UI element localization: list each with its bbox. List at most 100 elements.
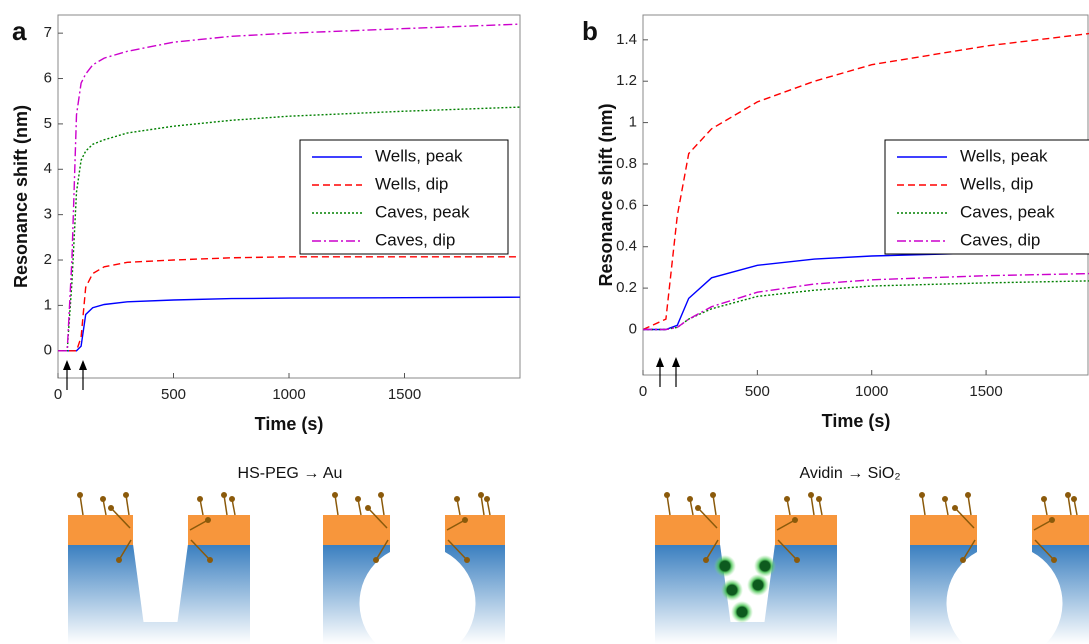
y-axis-label: Resonance shift (nm) bbox=[11, 105, 31, 288]
gold-layer bbox=[1032, 515, 1089, 545]
molecule bbox=[776, 519, 796, 531]
x-axis-label: Time (s) bbox=[255, 414, 324, 434]
molecule bbox=[446, 519, 466, 531]
molecule bbox=[367, 507, 388, 529]
x-tick-label: 0 bbox=[54, 386, 62, 403]
series-line bbox=[58, 296, 520, 352]
molecule-head bbox=[942, 496, 948, 502]
y-tick-label: 5 bbox=[44, 115, 52, 132]
molecule bbox=[954, 507, 975, 529]
y-tick-label: 0.6 bbox=[616, 196, 637, 213]
molecule bbox=[118, 539, 132, 561]
x-tick-label: 1000 bbox=[855, 383, 888, 400]
x-tick-label: 1500 bbox=[388, 386, 421, 403]
avidin bbox=[714, 555, 736, 577]
molecule bbox=[1067, 494, 1072, 516]
y-tick-label: 6 bbox=[44, 69, 52, 86]
y-axis-label: Resonance shift (nm) bbox=[596, 103, 616, 286]
well bbox=[133, 544, 188, 622]
legend-label: Wells, dip bbox=[375, 174, 448, 193]
molecule bbox=[223, 494, 228, 516]
series-line bbox=[643, 280, 1089, 331]
molecule-head bbox=[355, 496, 361, 502]
arrow-head bbox=[672, 357, 680, 367]
arrow-head bbox=[63, 360, 71, 370]
x-tick-label: 1000 bbox=[272, 386, 305, 403]
gold-layer bbox=[68, 515, 133, 545]
avidin bbox=[731, 601, 753, 623]
cave bbox=[359, 544, 476, 644]
molecule bbox=[777, 539, 798, 561]
series-line bbox=[643, 272, 1089, 331]
molecule-head bbox=[100, 496, 106, 502]
diagram-label: HS-PEG → Au bbox=[238, 465, 343, 482]
molecule bbox=[697, 507, 718, 529]
molecule-head bbox=[1071, 496, 1077, 502]
molecule-head bbox=[1051, 557, 1057, 563]
molecule-head bbox=[664, 492, 670, 498]
x-tick-label: 500 bbox=[161, 386, 186, 403]
molecule-head bbox=[462, 517, 468, 523]
molecule-head bbox=[108, 505, 114, 511]
molecule bbox=[967, 494, 972, 516]
y-tick-label: 0.2 bbox=[616, 279, 637, 296]
molecule bbox=[189, 519, 209, 531]
y-tick-label: 1 bbox=[44, 296, 52, 313]
legend-label: Caves, peak bbox=[960, 202, 1055, 221]
molecule-head bbox=[1065, 492, 1071, 498]
y-tick-label: 0.4 bbox=[616, 238, 637, 255]
molecule-head bbox=[695, 505, 701, 511]
legend-label: Caves, dip bbox=[960, 230, 1040, 249]
gold-layer bbox=[188, 515, 250, 545]
molecule bbox=[480, 494, 485, 516]
molecule bbox=[962, 539, 976, 561]
y-tick-label: 1.2 bbox=[616, 72, 637, 89]
legend-label: Wells, dip bbox=[960, 174, 1033, 193]
gold-layer bbox=[445, 515, 505, 545]
gold-layer bbox=[775, 515, 837, 545]
molecule-head bbox=[373, 557, 379, 563]
molecule-head bbox=[960, 557, 966, 563]
molecule bbox=[375, 539, 389, 561]
y-tick-label: 0 bbox=[44, 342, 52, 359]
x-tick-label: 1500 bbox=[969, 383, 1002, 400]
molecule bbox=[810, 494, 815, 516]
molecule-head bbox=[965, 492, 971, 498]
molecule-head bbox=[77, 492, 83, 498]
legend-label: Wells, peak bbox=[960, 146, 1048, 165]
molecule bbox=[921, 494, 926, 516]
molecule-head bbox=[221, 492, 227, 498]
molecule-head bbox=[478, 492, 484, 498]
molecule bbox=[1033, 519, 1053, 531]
molecule-head bbox=[952, 505, 958, 511]
molecule-head bbox=[816, 496, 822, 502]
molecule bbox=[79, 494, 84, 516]
molecule-head bbox=[464, 557, 470, 563]
y-tick-label: 0 bbox=[629, 320, 637, 337]
molecule bbox=[447, 539, 468, 561]
series-line bbox=[58, 23, 520, 352]
molecule-head bbox=[1049, 517, 1055, 523]
legend-label: Caves, dip bbox=[375, 230, 455, 249]
molecule-head bbox=[1041, 496, 1047, 502]
molecule bbox=[705, 539, 719, 561]
avidin bbox=[747, 574, 769, 596]
y-tick-label: 1.4 bbox=[616, 31, 637, 48]
x-tick-label: 0 bbox=[639, 383, 647, 400]
molecule-head bbox=[808, 492, 814, 498]
y-tick-label: 7 bbox=[44, 24, 52, 41]
x-tick-label: 500 bbox=[745, 383, 770, 400]
avidin bbox=[721, 579, 743, 601]
y-tick-label: 3 bbox=[44, 206, 52, 223]
molecule-head bbox=[919, 492, 925, 498]
diagram-label: Avidin → SiO₂ bbox=[799, 465, 900, 482]
y-tick-label: 2 bbox=[44, 251, 52, 268]
arrow-head bbox=[656, 357, 664, 367]
molecule-head bbox=[207, 557, 213, 563]
molecule-head bbox=[784, 496, 790, 502]
legend-label: Caves, peak bbox=[375, 202, 470, 221]
molecule bbox=[712, 494, 717, 516]
panel-label: b bbox=[582, 16, 598, 46]
molecule-head bbox=[332, 492, 338, 498]
molecule-head bbox=[365, 505, 371, 511]
